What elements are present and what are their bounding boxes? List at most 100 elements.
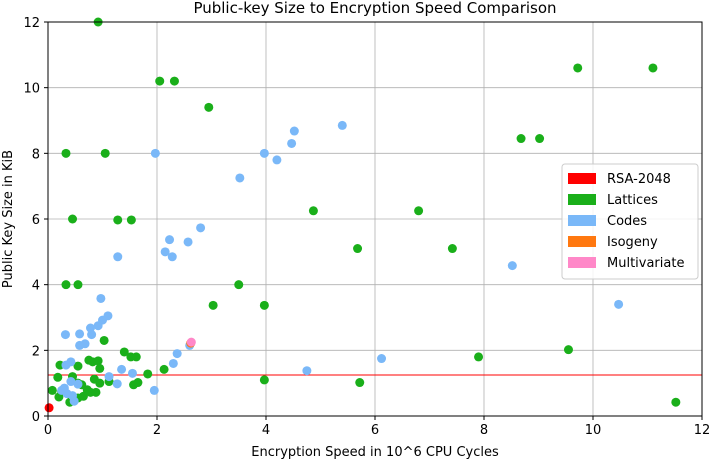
data-point (169, 76, 179, 86)
data-point (149, 385, 159, 395)
x-tick-label: 8 (480, 423, 488, 438)
data-point (113, 252, 123, 262)
data-point (563, 345, 573, 355)
data-point (507, 261, 517, 271)
y-tick-label: 8 (32, 147, 40, 162)
data-point (186, 337, 196, 347)
data-point (68, 214, 78, 224)
data-point (150, 148, 160, 158)
y-axis-ticks: 0 2 4 6 8 10 12 (23, 16, 48, 425)
data-point (61, 148, 71, 158)
data-point (93, 321, 103, 331)
y-tick-label: 2 (32, 344, 40, 359)
data-point (337, 120, 347, 130)
y-tick-label: 10 (23, 82, 40, 97)
chart-title: Public-key Size to Encryption Speed Comp… (193, 0, 556, 17)
data-point (126, 215, 136, 225)
data-point (159, 364, 169, 374)
data-point (208, 300, 218, 310)
legend-label: RSA-2048 (607, 172, 671, 187)
data-point (287, 138, 297, 148)
data-point (100, 148, 110, 158)
data-point (73, 379, 83, 389)
data-point (133, 378, 143, 388)
data-point (671, 397, 681, 407)
data-point (91, 387, 101, 397)
data-point (112, 379, 122, 389)
data-point (95, 378, 105, 388)
data-point (447, 244, 457, 254)
data-point (234, 280, 244, 290)
data-point (53, 372, 63, 382)
data-point (377, 354, 387, 364)
data-point (117, 364, 127, 374)
data-point (119, 347, 129, 357)
y-axis-label: Public Key Size in KiB (1, 150, 16, 288)
data-point (78, 391, 88, 401)
data-point (60, 330, 70, 340)
y-tick-label: 12 (23, 16, 40, 31)
legend-item: Multivariate (568, 256, 684, 271)
legend-item: RSA-2048 (568, 172, 671, 187)
data-point (61, 280, 71, 290)
y-tick-label: 6 (32, 213, 40, 228)
series-codes (57, 120, 624, 406)
data-point (516, 134, 526, 144)
x-tick-label: 6 (371, 423, 379, 438)
x-axis-ticks: 0 2 4 6 8 10 12 (44, 416, 710, 438)
data-point (95, 363, 105, 373)
data-point (155, 76, 165, 86)
data-point (127, 368, 137, 378)
legend-swatch (568, 194, 596, 205)
data-point (259, 300, 269, 310)
data-point (167, 252, 177, 262)
data-point (302, 366, 312, 376)
data-point (235, 173, 245, 183)
data-point (73, 361, 83, 371)
data-point (614, 299, 624, 309)
data-point (87, 330, 97, 340)
data-point (44, 403, 54, 413)
legend-swatch (568, 215, 596, 226)
y-tick-label: 0 (32, 410, 40, 425)
data-point (160, 247, 170, 257)
data-point (99, 335, 109, 345)
data-point (259, 375, 269, 385)
data-point (648, 63, 658, 73)
data-point (113, 215, 123, 225)
data-point (289, 126, 299, 136)
legend-label: Multivariate (607, 256, 684, 271)
data-point (104, 372, 114, 382)
legend-swatch (568, 173, 596, 184)
data-point (168, 358, 178, 368)
data-point (172, 349, 182, 359)
data-point (66, 377, 76, 387)
data-point (143, 369, 153, 379)
data-point (353, 244, 363, 254)
data-point (204, 102, 214, 112)
data-point (259, 148, 269, 158)
data-point (165, 235, 175, 245)
legend-item: Lattices (568, 193, 658, 208)
data-point (75, 329, 85, 339)
data-point (75, 340, 85, 350)
data-point (355, 378, 365, 388)
x-tick-label: 10 (585, 423, 602, 438)
legend-label: Codes (607, 214, 647, 229)
data-point (308, 206, 318, 216)
data-points (44, 17, 681, 413)
x-tick-label: 12 (694, 423, 711, 438)
data-point (573, 63, 583, 73)
x-axis-label: Encryption Speed in 10^6 CPU Cycles (251, 445, 499, 459)
legend-swatch (568, 236, 596, 247)
x-tick-label: 4 (262, 423, 270, 438)
series-multivariate (186, 337, 196, 347)
y-tick-label: 4 (32, 279, 40, 294)
data-point (61, 360, 71, 370)
data-point (131, 352, 141, 362)
data-point (69, 396, 79, 406)
legend-label: Isogeny (607, 235, 658, 250)
legend: RSA-2048 Lattices Codes Isogeny Multivariate (561, 163, 699, 280)
data-point (272, 155, 282, 165)
